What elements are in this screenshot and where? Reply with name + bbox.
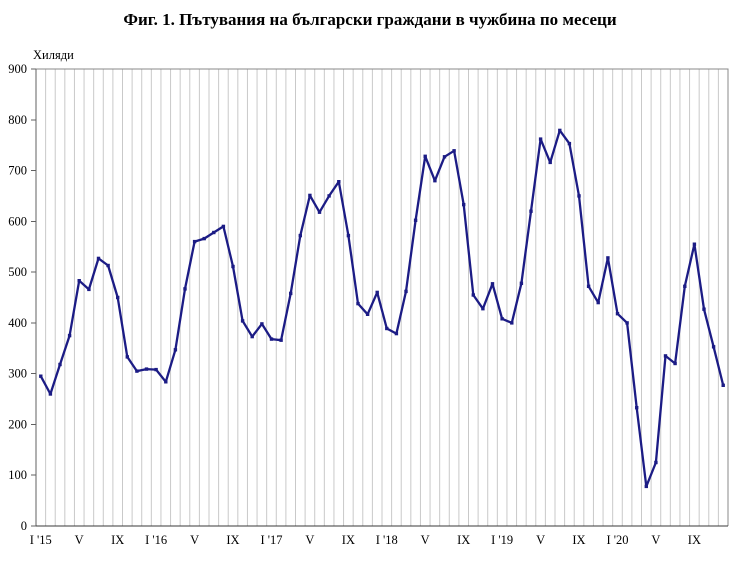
svg-text:I '15: I '15 (30, 533, 52, 547)
svg-text:I '16: I '16 (145, 533, 167, 547)
svg-text:I '18: I '18 (376, 533, 398, 547)
svg-text:I '20: I '20 (606, 533, 628, 547)
svg-text:V: V (651, 533, 660, 547)
svg-text:100: 100 (8, 468, 27, 482)
svg-text:V: V (190, 533, 199, 547)
svg-text:IX: IX (572, 533, 585, 547)
svg-text:700: 700 (8, 164, 27, 178)
svg-text:0: 0 (21, 519, 27, 533)
svg-text:600: 600 (8, 214, 27, 228)
svg-text:V: V (536, 533, 545, 547)
svg-text:900: 900 (8, 62, 27, 76)
svg-text:200: 200 (8, 417, 27, 431)
svg-text:V: V (305, 533, 314, 547)
svg-text:IX: IX (342, 533, 355, 547)
svg-text:I '17: I '17 (260, 533, 282, 547)
svg-text:500: 500 (8, 265, 27, 279)
svg-text:I '19: I '19 (491, 533, 513, 547)
svg-text:IX: IX (688, 533, 701, 547)
svg-text:IX: IX (226, 533, 239, 547)
svg-text:IX: IX (111, 533, 124, 547)
svg-text:400: 400 (8, 316, 27, 330)
svg-text:V: V (421, 533, 430, 547)
svg-text:V: V (75, 533, 84, 547)
svg-text:800: 800 (8, 113, 27, 127)
svg-text:300: 300 (8, 367, 27, 381)
svg-text:Хиляди: Хиляди (33, 48, 74, 62)
svg-text:IX: IX (457, 533, 470, 547)
